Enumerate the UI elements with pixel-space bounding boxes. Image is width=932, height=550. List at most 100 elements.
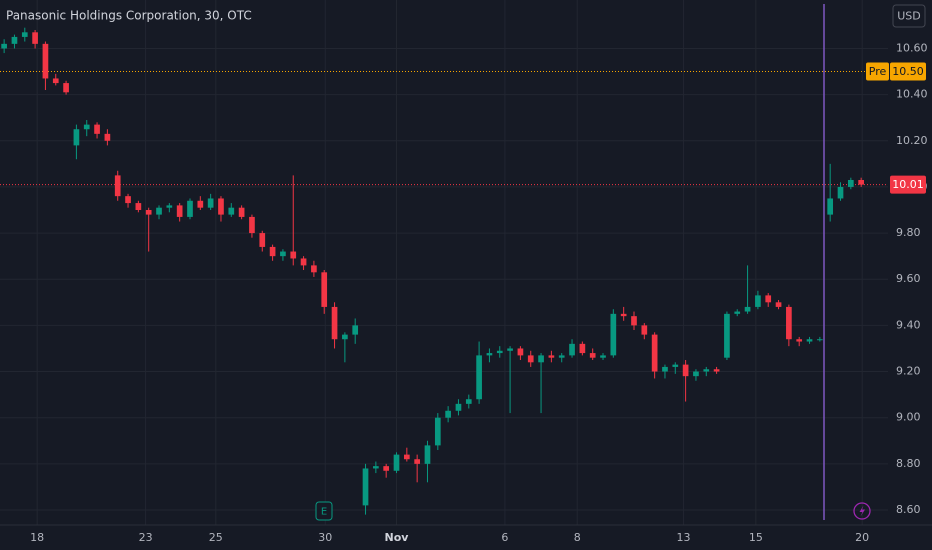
price-label: 10.50 <box>892 65 924 78</box>
candle-body <box>600 355 606 358</box>
candle-body <box>507 348 513 351</box>
y-tick-label: 10.20 <box>896 134 928 147</box>
y-tick-label: 9.60 <box>896 272 921 285</box>
candle-body <box>414 459 420 464</box>
candle-body <box>166 205 173 208</box>
candle-body <box>331 306 338 340</box>
candle-body <box>817 339 823 341</box>
time-axis <box>0 525 932 550</box>
candle-body <box>135 203 142 210</box>
price-label: 10.01 <box>892 178 924 191</box>
candle-body <box>63 83 69 93</box>
candle-body <box>693 371 699 377</box>
lightning <box>859 505 865 517</box>
candle-body <box>579 343 586 354</box>
candle-body <box>620 313 627 317</box>
candle-body <box>496 350 503 354</box>
candle-body <box>207 198 214 208</box>
events-icon[interactable] <box>853 502 871 520</box>
candle-body <box>465 399 472 404</box>
currency-button[interactable] <box>892 4 926 28</box>
candle-body <box>610 313 617 356</box>
y-tick-label: 8.60 <box>896 503 921 516</box>
y-tick-label: 10.40 <box>896 88 928 101</box>
earnings-marker[interactable]: E <box>321 507 327 518</box>
candle-body <box>724 313 730 358</box>
candle-body <box>641 325 648 335</box>
candle-body <box>476 355 482 400</box>
candle-body <box>455 403 462 411</box>
candle-body <box>218 198 224 215</box>
candle-body <box>94 124 100 134</box>
candle-body <box>300 258 307 266</box>
candle-body <box>651 334 658 372</box>
candle-body <box>713 369 720 372</box>
candle-body <box>21 32 28 37</box>
x-tick-label: 18 <box>30 531 44 544</box>
price-label-box <box>890 175 926 194</box>
candle-body <box>125 196 131 204</box>
axes: 8.608.809.009.209.409.609.8010.0010.2010… <box>0 41 932 550</box>
candle-body <box>786 306 792 340</box>
candle-body <box>269 246 276 257</box>
candle-body <box>703 369 710 372</box>
x-tick-label: 15 <box>749 531 763 544</box>
candle-body <box>837 186 844 199</box>
candle-body <box>280 251 286 257</box>
y-tick-label: 9.40 <box>896 318 921 331</box>
y-tick-label: 8.80 <box>896 457 921 470</box>
candle-body <box>145 210 152 215</box>
y-tick-label: 9.80 <box>896 226 921 239</box>
price-name: Pre <box>869 65 887 78</box>
price-label-box <box>890 62 926 81</box>
candle-body <box>424 445 431 464</box>
candle-body <box>352 325 359 335</box>
candle-body <box>362 468 369 506</box>
candle-body <box>228 207 235 215</box>
earnings-badge[interactable] <box>315 501 333 521</box>
candle-body <box>765 295 772 303</box>
candle-body <box>52 78 59 84</box>
x-tick-label: 8 <box>574 531 581 544</box>
x-tick-label: 23 <box>139 531 153 544</box>
x-tick-label: 25 <box>209 531 223 544</box>
candle-body <box>187 200 193 217</box>
candle-body <box>393 454 400 471</box>
candle-body <box>744 306 751 312</box>
candle-body <box>114 175 121 197</box>
candle-body <box>847 180 854 187</box>
candle-body <box>548 355 555 358</box>
candle-body <box>249 216 255 234</box>
candle-body <box>373 466 379 469</box>
candle-body <box>682 364 689 377</box>
candle-body <box>858 180 864 185</box>
y-tick-label: 9.00 <box>896 411 921 424</box>
x-tick-label: 30 <box>318 531 332 544</box>
price-lines <box>0 71 888 186</box>
candle-body <box>486 353 493 356</box>
candle-body <box>662 366 668 372</box>
candle-body <box>631 316 637 326</box>
candle-body <box>311 265 317 273</box>
x-tick-label: 6 <box>501 531 508 544</box>
candle-body <box>589 353 596 358</box>
candle-body <box>238 207 245 217</box>
currency[interactable]: USD <box>897 10 921 23</box>
candle-body <box>11 36 18 44</box>
candle-body <box>775 302 782 307</box>
candle-body <box>558 355 565 358</box>
candle-body <box>827 198 834 215</box>
candle-body <box>734 311 741 314</box>
candle-body <box>259 233 266 247</box>
candle-body <box>321 272 328 307</box>
candle-body <box>527 355 534 363</box>
x-tick-label: Nov <box>385 531 410 544</box>
y-tick-label: 9.20 <box>896 365 921 378</box>
candles <box>1 27 864 515</box>
x-tick-label: 13 <box>677 531 691 544</box>
candle-body <box>42 43 49 79</box>
grid <box>0 0 888 525</box>
candle-body <box>672 364 679 367</box>
candle-body <box>176 205 183 217</box>
